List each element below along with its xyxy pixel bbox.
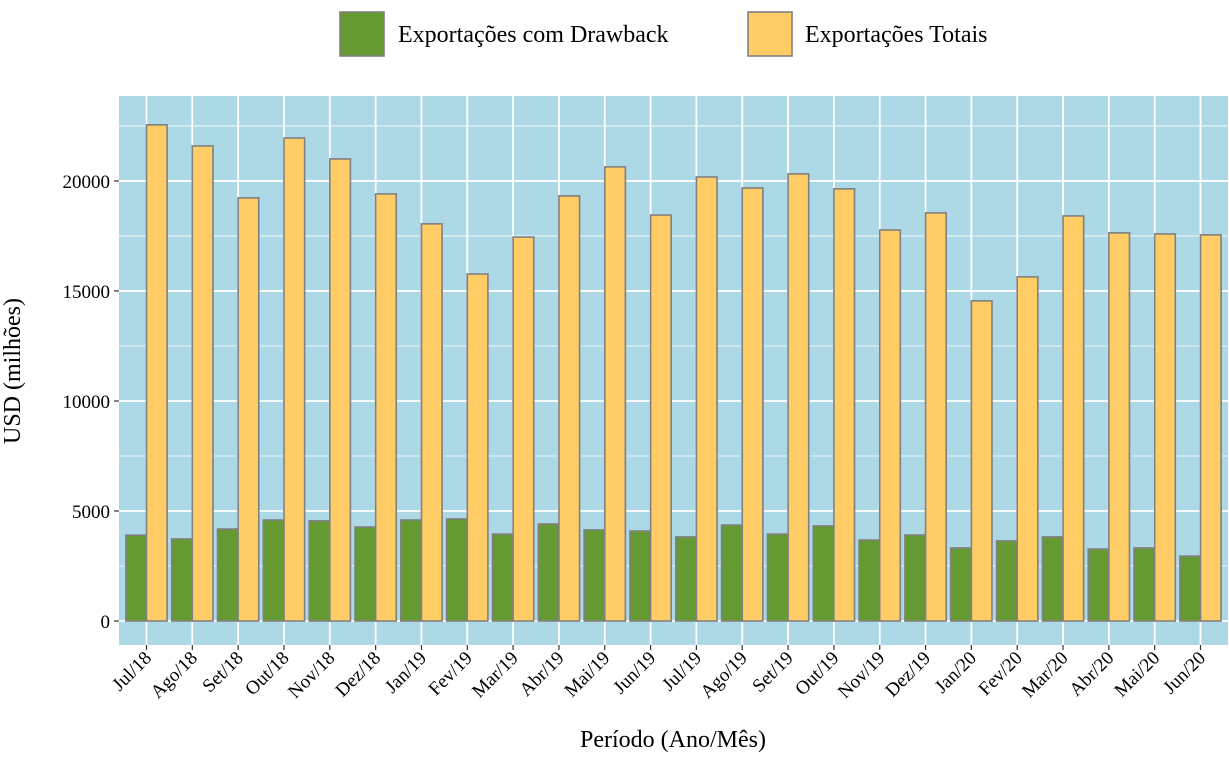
bar	[1199, 234, 1222, 622]
y-axis-title: USD (milhões)	[0, 298, 26, 444]
bar	[1133, 547, 1156, 622]
x-tick-label: Mar/20	[1018, 648, 1072, 702]
bar	[603, 166, 627, 622]
bar	[491, 533, 514, 622]
bar	[420, 223, 443, 622]
bar	[308, 520, 331, 622]
x-tick-label: Jan/20	[931, 648, 981, 698]
x-tick-label: Out/19	[791, 648, 843, 700]
y-tick-label: 10000	[63, 392, 111, 413]
y-tick-label: 15000	[63, 282, 111, 303]
bar	[283, 137, 306, 622]
legend-label: Exportações com Drawback	[398, 22, 669, 48]
x-tick-label: Dez/18	[332, 648, 386, 702]
bar	[170, 538, 194, 622]
bar	[720, 524, 744, 622]
legend: Exportações com Drawback Exportações Tota…	[339, 11, 988, 57]
bar	[674, 536, 698, 622]
bar	[1016, 276, 1039, 622]
x-tick-label: Fev/20	[975, 648, 1027, 700]
bar	[216, 528, 239, 622]
x-tick-label: Dez/19	[881, 648, 935, 702]
y-tick-label: 5000	[72, 502, 110, 523]
x-tick-label: Set/19	[748, 648, 797, 697]
bar	[649, 214, 673, 622]
x-tick-label: Set/18	[198, 648, 247, 697]
y-tick-label: 0	[101, 612, 111, 633]
bar	[445, 518, 469, 622]
bar	[537, 523, 560, 622]
bar	[512, 236, 535, 622]
bar	[787, 173, 810, 622]
bar	[629, 530, 652, 622]
x-tick-label: Mai/20	[1111, 648, 1165, 702]
x-tick-label: Out/18	[241, 648, 293, 700]
bar	[695, 176, 718, 622]
bar	[812, 525, 835, 622]
bar	[262, 519, 285, 622]
bar	[145, 124, 168, 622]
bar	[970, 300, 993, 622]
bar	[237, 197, 260, 622]
bar	[741, 187, 764, 622]
bar	[833, 188, 856, 622]
x-tick-label: Jun/20	[1159, 648, 1210, 699]
x-tick-label: Nov/18	[284, 648, 339, 703]
bar	[558, 195, 581, 622]
bar	[1153, 233, 1177, 622]
x-tick-label: Abr/20	[1065, 648, 1118, 701]
bar	[400, 519, 423, 622]
bar	[374, 193, 398, 622]
bar	[878, 229, 902, 622]
bar	[995, 540, 1018, 622]
bar	[583, 529, 606, 622]
bar	[858, 539, 881, 622]
y-tick-label: 20000	[63, 172, 111, 193]
bar	[1179, 555, 1202, 622]
x-tick-label: Mar/19	[468, 648, 522, 702]
bar	[904, 534, 927, 622]
legend-key	[747, 11, 793, 57]
bar	[1087, 548, 1110, 622]
x-tick-label: Ago/18	[147, 648, 202, 703]
legend-label: Exportações Totais	[805, 22, 988, 48]
legend-key	[339, 11, 385, 57]
x-tick-label: Jan/19	[381, 648, 431, 698]
bar	[949, 547, 973, 622]
bar	[1041, 536, 1064, 622]
x-tick-label: Abr/19	[516, 648, 569, 701]
bar	[924, 212, 947, 622]
bar	[191, 145, 214, 622]
bar	[466, 273, 489, 622]
bar	[354, 526, 377, 622]
x-axis-title: Período (Ano/Mês)	[580, 727, 766, 753]
bar	[1062, 215, 1085, 622]
x-tick-label: Jun/19	[609, 648, 660, 699]
x-tick-label: Ago/19	[697, 648, 752, 703]
x-tick-label: Nov/19	[834, 648, 889, 703]
bar	[1108, 232, 1131, 622]
bar	[766, 533, 789, 622]
x-tick-label: Mai/19	[561, 648, 615, 702]
bar	[125, 534, 148, 622]
bar	[329, 158, 352, 622]
x-tick-label: Fev/19	[425, 648, 477, 700]
